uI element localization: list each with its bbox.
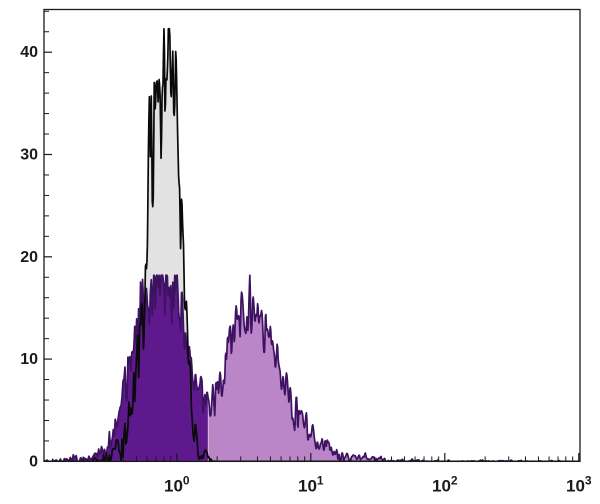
svg-text:20: 20 [20, 249, 38, 266]
svg-text:0: 0 [29, 453, 38, 470]
svg-text:100: 100 [164, 474, 190, 496]
svg-text:40: 40 [20, 44, 38, 61]
svg-text:30: 30 [20, 147, 38, 164]
svg-text:10: 10 [20, 351, 38, 368]
svg-text:103: 103 [566, 474, 592, 496]
svg-text:102: 102 [432, 474, 458, 496]
svg-text:101: 101 [298, 474, 324, 496]
